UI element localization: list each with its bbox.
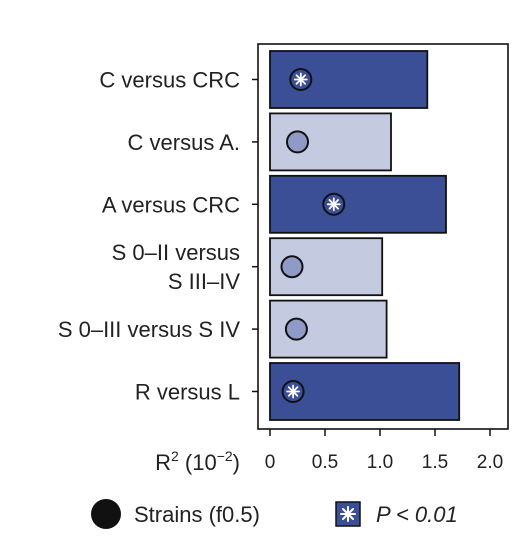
legend-strains-marker [91, 499, 121, 529]
legend-strains-label: Strains (f0.5) [134, 502, 260, 527]
x-tick-label: 1.5 [422, 452, 448, 473]
x-tick-label: 1.0 [367, 452, 393, 473]
strain-point [286, 130, 309, 154]
category-label: S 0–III versus S IV [58, 317, 241, 342]
category-label: A versus CRC [102, 192, 240, 217]
strain-point [284, 317, 308, 341]
category-labels: C versus CRC C versus A. A versus CRC S 0–I… [58, 68, 258, 405]
asterisk-icon [293, 72, 308, 87]
category-label: R versus L [135, 380, 240, 405]
legend: Strains (f0.5) P < 0.01 [91, 499, 458, 529]
legend-asterisk-icon [340, 506, 356, 522]
bar [269, 174, 447, 234]
strain-point [280, 255, 304, 279]
legend-p-label: P < 0.01 [376, 502, 458, 527]
x-axis-title: R2 (10−2) [155, 448, 240, 475]
x-tick-label: 0.5 [312, 452, 338, 473]
asterisk-icon [286, 384, 301, 399]
x-tick-label: 0 [265, 452, 276, 473]
x-axis: 0 0.5 1.0 1.5 2.0 [265, 429, 503, 473]
category-label: C versus CRC [99, 68, 240, 93]
asterisk-icon [326, 197, 341, 212]
category-label: C versus A. [128, 130, 240, 155]
category-label: S 0–II versus S III–IV [112, 240, 241, 294]
plot-area [257, 43, 509, 430]
plot-frame [257, 43, 509, 430]
x-tick-label: 2.0 [477, 452, 503, 473]
